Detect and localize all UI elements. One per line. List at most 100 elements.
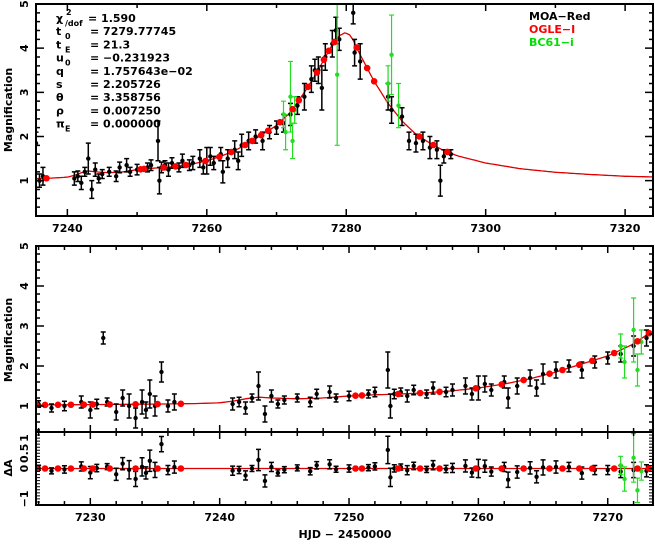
bc61-point bbox=[290, 139, 294, 143]
moa-point bbox=[295, 466, 299, 470]
moa-point bbox=[489, 469, 493, 473]
ogle-point bbox=[364, 65, 371, 72]
moa-point bbox=[120, 461, 124, 465]
moa-point bbox=[554, 368, 558, 372]
moa-point bbox=[172, 465, 176, 469]
x-tick-label: 7260 bbox=[463, 511, 494, 524]
moa-point bbox=[107, 170, 111, 174]
moa-point bbox=[334, 467, 338, 471]
ogle-point bbox=[55, 402, 62, 409]
ogle-point bbox=[646, 330, 653, 337]
ogle-point bbox=[5, 176, 12, 183]
moa-point bbox=[276, 471, 280, 475]
plot-area bbox=[30, 244, 655, 428]
ogle-point bbox=[576, 465, 583, 472]
ogle-point bbox=[81, 465, 88, 472]
moa-point bbox=[49, 406, 53, 410]
parameter-value: = −0.231923 bbox=[90, 52, 170, 65]
moa-point bbox=[483, 382, 487, 386]
ogle-point bbox=[42, 465, 49, 472]
bc61-point bbox=[396, 103, 400, 107]
ogle-point bbox=[559, 367, 566, 374]
moa-point bbox=[373, 464, 377, 468]
moa-point bbox=[435, 148, 439, 152]
moa-errorbar bbox=[101, 413, 106, 422]
ogle-point bbox=[417, 390, 424, 397]
moa-point bbox=[308, 469, 312, 473]
ogle-point bbox=[634, 338, 641, 345]
ogle-point bbox=[249, 138, 256, 145]
moa-point bbox=[100, 172, 104, 176]
parameter-superscript: 2 bbox=[66, 8, 72, 17]
ogle-point bbox=[160, 164, 167, 171]
moa-errorbar bbox=[13, 163, 18, 181]
legend: MOA−Red OGLE−I BC61−i bbox=[529, 10, 591, 49]
moa-point bbox=[421, 139, 425, 143]
x-tick-label: 7280 bbox=[331, 222, 362, 235]
ogle-point bbox=[90, 465, 97, 472]
ogle-point bbox=[154, 401, 161, 408]
residual-y-tick-label: 1 bbox=[18, 434, 31, 442]
moa-point bbox=[450, 466, 454, 470]
moa-point bbox=[237, 400, 241, 404]
ogle-point bbox=[289, 106, 296, 113]
moa-point bbox=[159, 370, 163, 374]
bc61-point bbox=[386, 81, 390, 85]
moa-point bbox=[114, 472, 118, 476]
ogle-point bbox=[611, 465, 618, 472]
ogle-point bbox=[43, 175, 50, 182]
ogle-point bbox=[359, 465, 366, 472]
ogle-point bbox=[106, 401, 113, 408]
moa-point bbox=[412, 464, 416, 468]
moa-point bbox=[263, 412, 267, 416]
moa-point bbox=[400, 114, 404, 118]
moa-point bbox=[221, 170, 225, 174]
parameter-symbol: t bbox=[56, 25, 61, 38]
parameter-subscript: E bbox=[65, 45, 70, 54]
ogle-point bbox=[546, 465, 553, 472]
ogle-point bbox=[55, 465, 62, 472]
ogle-point bbox=[352, 392, 359, 399]
parameter-value: = 1.757643e−02 bbox=[90, 65, 193, 78]
moa-point bbox=[580, 368, 584, 372]
ogle-point bbox=[395, 465, 402, 472]
parameter-value: = 1.590 bbox=[88, 12, 136, 25]
residual-y-tick-label: 0.5 bbox=[18, 444, 31, 464]
moa-point bbox=[243, 473, 247, 477]
bc61-point bbox=[631, 328, 635, 332]
parameter-symbol: ρ bbox=[56, 104, 64, 117]
bc61-point bbox=[635, 368, 639, 372]
moa-point bbox=[506, 396, 510, 400]
parameter-value: = 2.205726 bbox=[90, 78, 161, 91]
ogle-point bbox=[352, 465, 359, 472]
moa-point bbox=[201, 165, 205, 169]
moa-point bbox=[212, 161, 216, 165]
moa-point bbox=[389, 108, 393, 112]
ogle-point bbox=[0, 176, 2, 183]
moa-point bbox=[541, 372, 545, 376]
moa-point bbox=[567, 364, 571, 368]
x-tick-label: 7250 bbox=[334, 511, 365, 524]
y-tick-label: 5 bbox=[18, 0, 31, 8]
moa-point bbox=[431, 463, 435, 467]
x-tick-label: 7320 bbox=[610, 222, 641, 235]
moa-point bbox=[156, 139, 160, 143]
ogle-point bbox=[359, 392, 366, 399]
parameter-value: = 0.000000 bbox=[90, 118, 161, 131]
ogle-point bbox=[90, 401, 97, 408]
moa-point bbox=[62, 467, 66, 471]
moa-point bbox=[276, 402, 280, 406]
legend-bc61: BC61−i bbox=[529, 36, 574, 49]
moa-point bbox=[528, 376, 532, 380]
ogle-point bbox=[305, 84, 312, 91]
ogle-point bbox=[331, 39, 338, 46]
moa-point bbox=[295, 396, 299, 400]
ogle-point bbox=[132, 465, 139, 472]
moa-point bbox=[148, 459, 152, 463]
parameter-value: = 3.358756 bbox=[90, 91, 161, 104]
moa-point bbox=[366, 465, 370, 469]
ogle-point bbox=[178, 401, 185, 408]
ogle-point bbox=[520, 377, 527, 384]
